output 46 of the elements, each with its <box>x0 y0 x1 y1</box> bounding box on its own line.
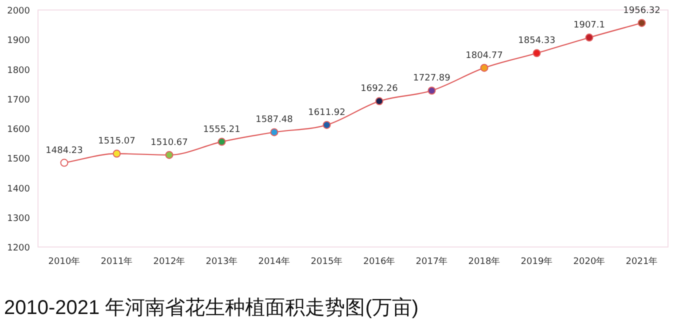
data-label: 1956.32 <box>623 6 660 16</box>
point <box>480 64 488 72</box>
point <box>322 120 331 129</box>
y-tick-label: 1800 <box>7 66 30 76</box>
data-label: 1587.48 <box>256 115 294 126</box>
data-label: 1515.07 <box>98 136 136 147</box>
point <box>60 158 68 167</box>
x-tick-label: 2013年 <box>206 256 238 267</box>
data-label: 1510.67 <box>150 138 188 148</box>
data-label: 1727.89 <box>413 74 451 84</box>
y-tick-label: 1400 <box>7 184 30 194</box>
data-label: 1692.26 <box>360 84 398 94</box>
point <box>165 150 174 159</box>
text: 2010-2021 年河南省花生种植面积走势图(万亩) <box>4 297 419 319</box>
data-label: 1804.77 <box>466 50 503 61</box>
y-tick-label: 1300 <box>7 214 30 224</box>
x-tick-label: 2015年 <box>310 256 343 267</box>
point <box>532 49 541 58</box>
y-tick-label: 1700 <box>7 95 30 106</box>
x-tick-label: 2011年 <box>100 256 133 267</box>
x-tick-label: 2017年 <box>416 256 448 267</box>
point <box>638 18 646 27</box>
data-label: 1484.23 <box>46 146 83 156</box>
y-tick-label: 1600 <box>7 125 30 135</box>
point <box>375 97 384 106</box>
x-tick-label: 2020年 <box>573 256 606 267</box>
data-label: 1907.1 <box>574 20 605 31</box>
x-tick-label: 2016年 <box>363 256 396 267</box>
data-label: 1611.92 <box>308 108 346 118</box>
point <box>218 138 226 146</box>
x-tick-label: 2018年 <box>468 256 500 267</box>
point <box>428 86 436 95</box>
data-label: 1854.33 <box>518 36 556 46</box>
x-tick-label: 2010年 <box>48 256 80 267</box>
data-label: 1555.21 <box>203 124 240 135</box>
point <box>112 150 121 158</box>
y-tick-label: 1500 <box>7 154 30 165</box>
y-tick-label: 1200 <box>7 244 30 254</box>
x-tick-label: 2014年 <box>258 256 290 267</box>
y-tick-label: 2000 <box>7 6 30 16</box>
y-tick-label: 1900 <box>7 36 30 46</box>
point <box>585 34 594 42</box>
x-tick-label: 2012年 <box>153 256 186 267</box>
x-tick-label: 2021年 <box>626 256 658 267</box>
x-tick-label: 2019年 <box>520 256 553 267</box>
point <box>270 128 278 136</box>
